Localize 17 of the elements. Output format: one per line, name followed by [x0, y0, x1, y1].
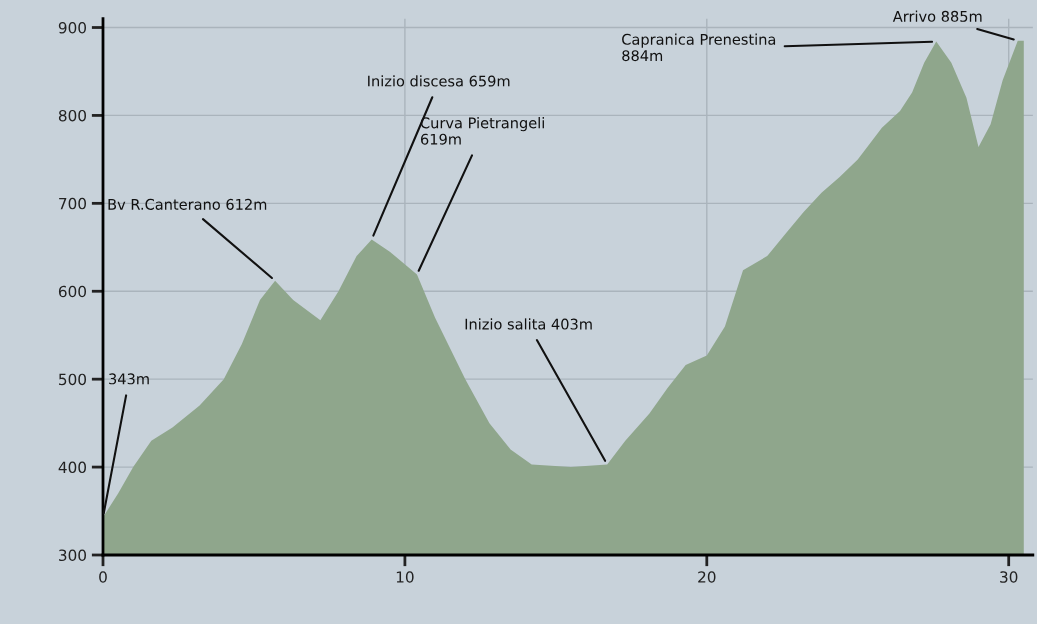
y-tick-label: 800 [58, 109, 87, 122]
x-tick-label: 30 [1000, 571, 1018, 583]
x-tick-label: 20 [698, 571, 716, 583]
y-tick-label: 700 [59, 197, 87, 210]
y-tick-label: 500 [59, 373, 87, 386]
y-tick-label: 900 [58, 21, 87, 34]
x-tick-label: 0 [99, 571, 107, 583]
annotation: Capranica Prenestina 884m [622, 33, 776, 62]
annotation: Arrivo 885m [892, 10, 982, 22]
y-tick-label: 300 [59, 549, 87, 562]
y-tick-label: 400 [58, 461, 87, 474]
annotation: Inizio salita 403m [465, 318, 592, 330]
annotation: 343m [109, 373, 149, 385]
y-tick-label: 600 [58, 285, 87, 298]
annotation: Inizio discesa 659m [368, 75, 510, 87]
x-tick-label: 10 [396, 571, 414, 583]
annotation: Bv R.Canterano 612m [108, 198, 267, 210]
